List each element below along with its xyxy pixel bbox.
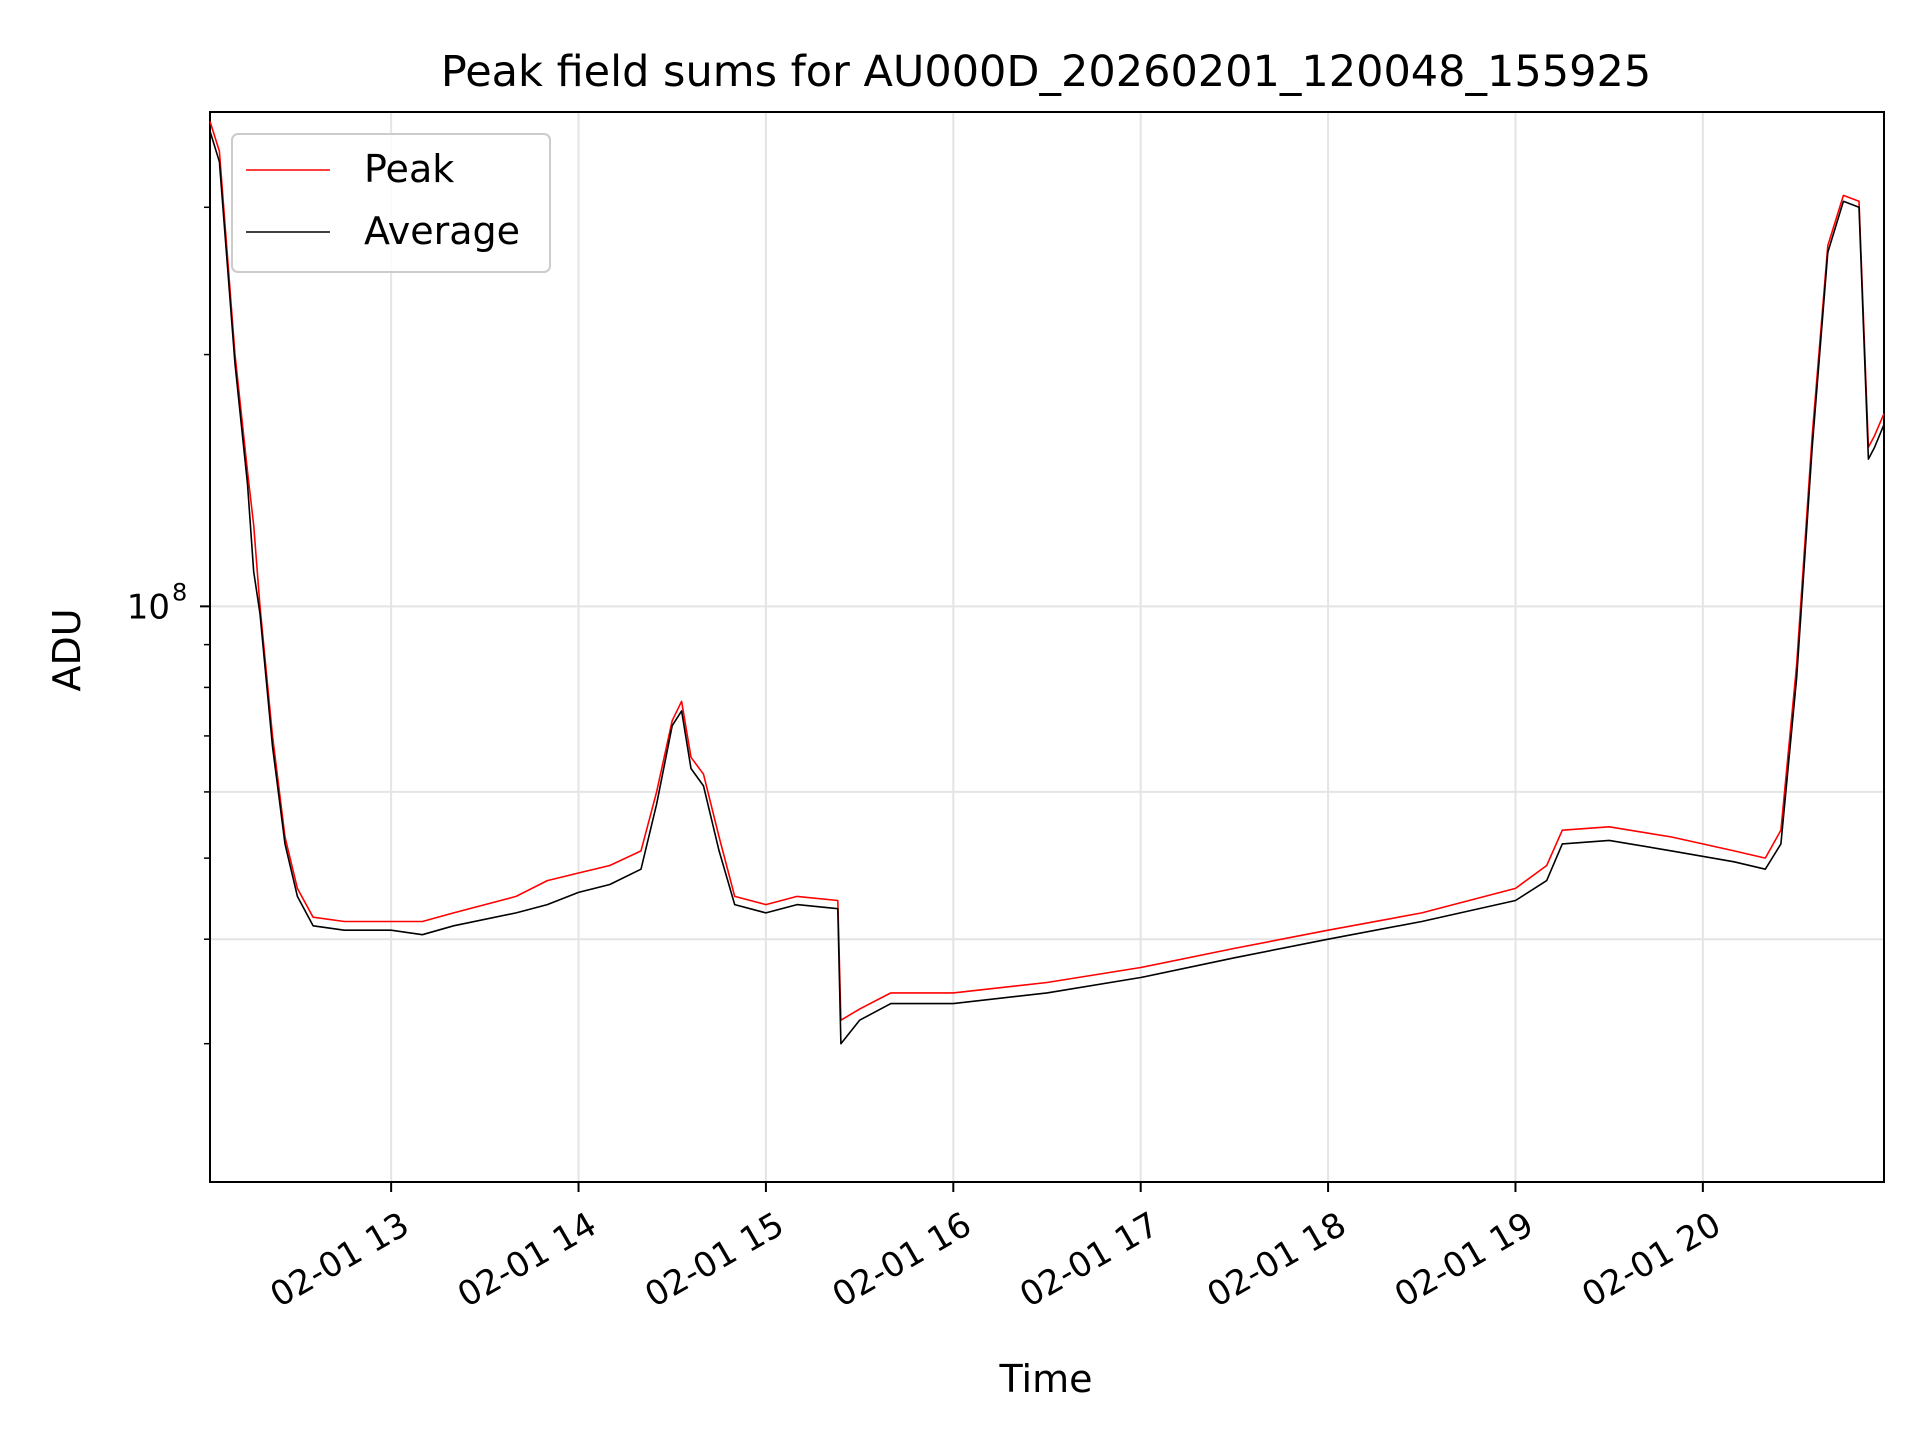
x-tick-label: 02-01 19 bbox=[1388, 1205, 1540, 1316]
chart-title: Peak field sums for AU000D_20260201_1200… bbox=[441, 47, 1651, 97]
series-layer bbox=[209, 121, 1885, 1045]
x-tick-label: 02-01 14 bbox=[451, 1205, 603, 1316]
x-tick-label: 02-01 20 bbox=[1575, 1205, 1727, 1316]
x-tick-label: 02-01 18 bbox=[1201, 1205, 1353, 1316]
x-tick-label: 02-01 15 bbox=[638, 1205, 790, 1316]
x-axis: 02-01 13 02-01 14 02-01 15 02-01 16 02-01 17… bbox=[264, 1182, 1728, 1316]
plot-frame bbox=[209, 111, 1885, 1183]
legend-label-peak: Peak bbox=[364, 147, 454, 191]
y-tick-label: 10 bbox=[127, 587, 170, 627]
y-axis: 10 8 bbox=[127, 206, 210, 1045]
y-tick-label-exponent: 8 bbox=[172, 578, 187, 606]
legend-label-average: Average bbox=[364, 209, 520, 253]
legend: Peak Average bbox=[231, 133, 551, 273]
legend-box bbox=[231, 133, 551, 273]
series-line-peak bbox=[209, 121, 1885, 1021]
x-tick-label: 02-01 13 bbox=[264, 1205, 416, 1316]
series-line-average bbox=[209, 130, 1885, 1045]
x-tick-label: 02-01 16 bbox=[826, 1205, 978, 1316]
grid bbox=[210, 112, 1884, 1182]
y-axis-label: ADU bbox=[45, 608, 89, 691]
x-axis-label: Time bbox=[999, 1357, 1093, 1401]
x-tick-label: 02-01 17 bbox=[1013, 1205, 1165, 1316]
